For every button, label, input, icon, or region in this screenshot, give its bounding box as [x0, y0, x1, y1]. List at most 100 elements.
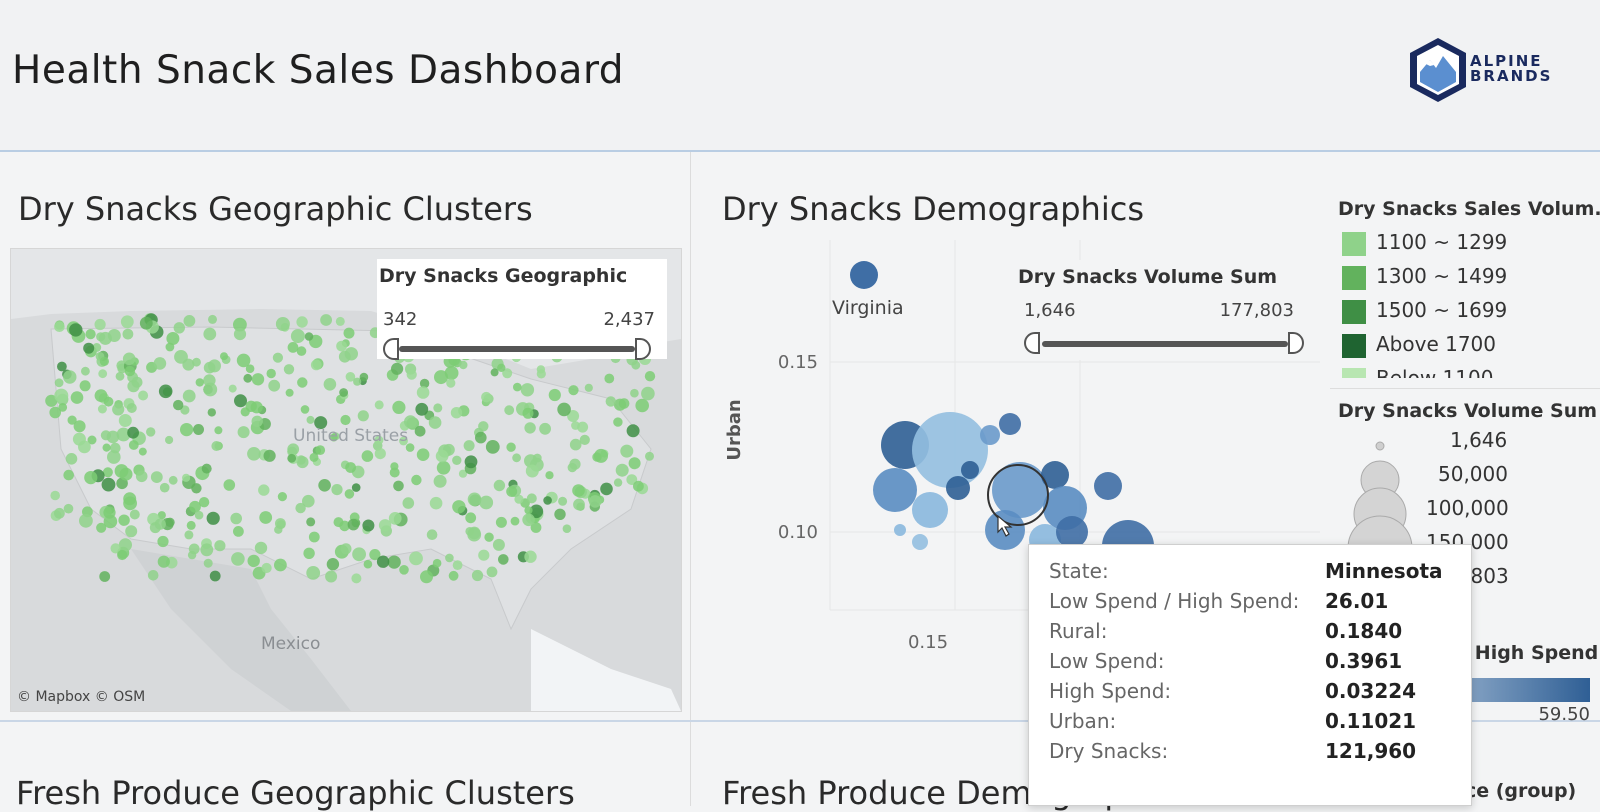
map-dot[interactable] [195, 378, 204, 387]
map-dot[interactable] [131, 376, 143, 388]
volume-slider-min-handle[interactable] [1024, 332, 1040, 354]
map-dot[interactable] [65, 453, 78, 465]
map-dot[interactable] [464, 455, 478, 469]
map-dot[interactable] [362, 519, 375, 532]
map-dot[interactable] [405, 443, 415, 452]
map-dot[interactable] [524, 422, 536, 434]
map-dot[interactable] [463, 440, 475, 452]
map-dot[interactable] [189, 500, 201, 513]
map-dot[interactable] [203, 558, 213, 568]
map-dot[interactable] [478, 549, 490, 561]
map-dot[interactable] [532, 453, 542, 463]
map-dot[interactable] [512, 453, 521, 463]
map-dot[interactable] [207, 408, 216, 417]
map-dot[interactable] [445, 553, 454, 563]
map-dot[interactable] [182, 473, 191, 482]
map-dot[interactable] [186, 520, 196, 530]
map-dot[interactable] [174, 350, 188, 364]
map-dot[interactable] [306, 566, 321, 580]
map-dot[interactable] [127, 426, 139, 439]
map-dot[interactable] [258, 484, 270, 496]
map-dot[interactable] [191, 483, 202, 494]
map-dot[interactable] [433, 474, 447, 488]
map-dot[interactable] [180, 423, 194, 437]
map-dot[interactable] [529, 504, 544, 519]
bubble[interactable] [961, 461, 979, 479]
map-dot[interactable] [314, 416, 328, 430]
map-dot[interactable] [297, 377, 308, 388]
map-dot[interactable] [554, 508, 566, 520]
map-dot[interactable] [125, 525, 138, 538]
map-dot[interactable] [285, 388, 294, 397]
map-dot[interactable] [87, 435, 97, 445]
map-dot[interactable] [268, 379, 281, 392]
map-dot[interactable] [378, 519, 392, 532]
geo-cluster-map[interactable]: United States Mexico Dry Snacks Geograph… [10, 248, 682, 712]
map-dot[interactable] [402, 497, 415, 509]
map-dot[interactable] [54, 507, 65, 519]
map-dot[interactable] [310, 359, 322, 371]
geo-slider-track[interactable] [399, 346, 635, 352]
map-dot[interactable] [562, 524, 572, 533]
map-dot[interactable] [343, 327, 355, 339]
map-dot[interactable] [392, 400, 406, 414]
map-dot[interactable] [67, 415, 77, 425]
map-dot[interactable] [376, 555, 390, 568]
map-dot[interactable] [628, 457, 641, 470]
map-dot[interactable] [329, 433, 338, 442]
legend-item-below-1100[interactable]: Below 1100 [1342, 366, 1493, 378]
map-dot[interactable] [569, 458, 581, 470]
map-dot[interactable] [588, 495, 602, 508]
map-dot[interactable] [81, 366, 90, 376]
map-dot[interactable] [296, 455, 306, 465]
map-dot[interactable] [153, 357, 167, 370]
map-dot[interactable] [352, 547, 366, 562]
minnesota-highlight[interactable] [987, 464, 1049, 526]
map-dot[interactable] [434, 370, 448, 385]
map-dot[interactable] [247, 447, 261, 461]
map-dot[interactable] [203, 327, 217, 341]
map-dot[interactable] [626, 474, 638, 485]
map-dot[interactable] [584, 383, 593, 392]
map-dot[interactable] [399, 436, 408, 446]
map-dot[interactable] [138, 447, 147, 456]
map-dot[interactable] [120, 315, 134, 329]
map-dot[interactable] [58, 403, 68, 412]
map-dot[interactable] [304, 332, 314, 341]
map-dot[interactable] [295, 502, 306, 514]
map-dot[interactable] [615, 463, 629, 477]
map-dot[interactable] [274, 525, 283, 534]
bubble[interactable] [999, 413, 1021, 435]
map-dot[interactable] [69, 323, 83, 337]
map-dot[interactable] [234, 394, 247, 408]
map-dot[interactable] [539, 422, 551, 435]
map-dot[interactable] [283, 364, 295, 375]
map-dot[interactable] [92, 343, 102, 352]
map-dot[interactable] [435, 449, 449, 463]
map-dot[interactable] [272, 352, 283, 363]
map-dot[interactable] [107, 450, 121, 464]
map-dot[interactable] [513, 382, 522, 392]
map-dot[interactable] [303, 547, 315, 559]
map-dot[interactable] [594, 448, 608, 463]
map-dot[interactable] [173, 399, 184, 411]
map-dot[interactable] [123, 492, 137, 506]
map-dot[interactable] [98, 331, 112, 345]
map-dot[interactable] [320, 314, 332, 326]
map-dot[interactable] [99, 571, 111, 582]
map-dot[interactable] [426, 529, 438, 540]
map-dot[interactable] [96, 522, 107, 533]
map-dot[interactable] [150, 471, 163, 483]
map-dot[interactable] [184, 530, 194, 540]
map-dot[interactable] [467, 492, 482, 507]
map-dot[interactable] [45, 394, 58, 407]
map-dot[interactable] [323, 378, 337, 391]
map-dot[interactable] [326, 558, 340, 571]
map-dot[interactable] [613, 417, 623, 427]
map-dot[interactable] [147, 570, 159, 581]
map-dot[interactable] [514, 494, 524, 504]
map-dot[interactable] [79, 380, 91, 392]
map-dot[interactable] [416, 448, 430, 461]
map-dot[interactable] [236, 353, 251, 368]
map-dot[interactable] [446, 378, 456, 388]
